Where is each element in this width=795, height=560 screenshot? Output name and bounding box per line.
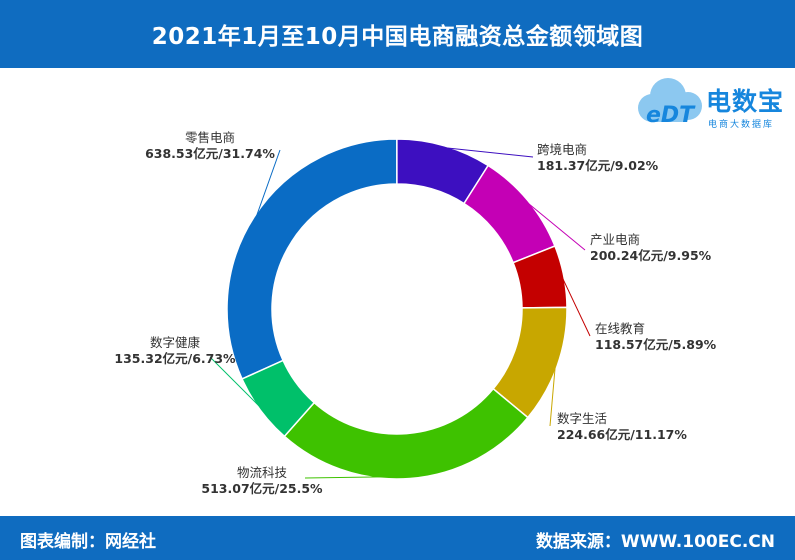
- leader-line-7: [209, 356, 263, 410]
- slice-name-label: 零售电商: [185, 130, 235, 145]
- page-title: 2021年1月至10月中国电商融资总金额领域图: [151, 24, 644, 50]
- brand-logo: eDT 电数宝 电商大数据库: [628, 72, 788, 134]
- brand-subtitle: 电商大数据库: [708, 120, 775, 130]
- donut-slice-7: [241, 359, 316, 438]
- leader-line-4: [561, 276, 591, 337]
- slice-name-label: 产业电商: [590, 232, 640, 247]
- slice-value-label: 638.53亿元/31.74%: [145, 146, 275, 161]
- cloud-icon: eDT: [638, 78, 702, 128]
- slice-value-label: 118.57亿元/5.89%: [595, 337, 717, 352]
- slice-name-label: 在线教育: [595, 321, 645, 336]
- leader-line-2: [443, 147, 534, 158]
- slice-value-label: 513.07亿元/25.5%: [201, 481, 323, 496]
- slice-name-label: 数字健康: [150, 335, 201, 350]
- title-bar: 2021年1月至10月中国电商融资总金额领域图: [0, 0, 795, 68]
- slice-name-label: 数字生活: [557, 411, 607, 426]
- slice-value-label: 135.32亿元/6.73%: [114, 351, 236, 366]
- footer-bar: 图表编制：网经社 数据来源：WWW.100EC.CN: [0, 516, 795, 560]
- donut-slice-1: [226, 138, 398, 380]
- slice-value-label: 200.24亿元/9.95%: [590, 248, 712, 263]
- footer-source: 数据来源：WWW.100EC.CN: [535, 532, 775, 552]
- leader-line-6: [304, 476, 410, 479]
- slice-value-label: 224.66亿元/11.17%: [557, 427, 687, 442]
- leader-line-5: [549, 365, 556, 427]
- logo-mark: eDT: [646, 103, 696, 128]
- slice-name-label: 物流科技: [237, 465, 288, 480]
- slice-value-label: 181.37亿元/9.02%: [537, 158, 659, 173]
- footer-credit: 图表编制：网经社: [20, 532, 156, 552]
- leader-line-1: [255, 149, 281, 219]
- brand-name: 电数宝: [706, 87, 785, 116]
- slice-name-label: 跨境电商: [537, 142, 587, 157]
- donut-slice-6: [283, 387, 529, 480]
- leader-line-3: [526, 201, 586, 251]
